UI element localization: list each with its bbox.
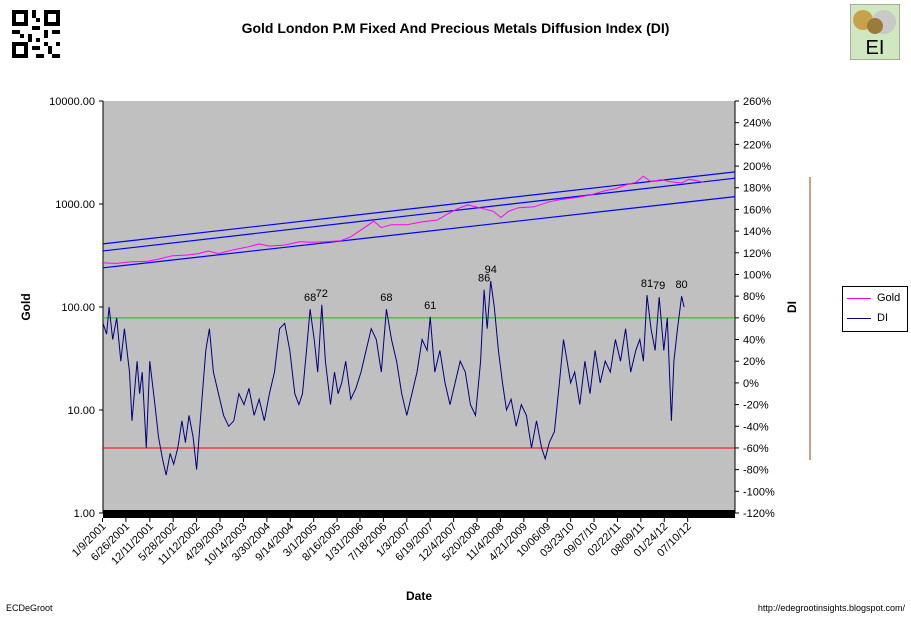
chart-title: Gold London P.M Fixed And Precious Metal…	[241, 20, 670, 36]
legend-swatch-gold	[847, 297, 871, 299]
legend-item-gold: Gold	[847, 291, 900, 305]
peak-label: 86	[478, 273, 490, 285]
left-tick-label: 1000.00	[55, 199, 95, 211]
series-line-di	[102, 280, 685, 476]
left-tick-label: 100.00	[61, 302, 95, 314]
left-tick-label: 1.00	[74, 508, 95, 520]
right-tick-label: 80%	[743, 291, 765, 303]
y-right-label: DI	[785, 301, 799, 313]
legend-label-gold: Gold	[877, 292, 901, 304]
peak-label: 72	[316, 288, 328, 300]
peak-label: 68	[380, 292, 392, 304]
right-tick-label: 260%	[743, 96, 771, 108]
peak-label: 94	[485, 264, 497, 276]
left-tick-label: 10000.00	[49, 96, 95, 108]
x-axis-label: Date	[406, 589, 432, 603]
series-line-gold	[102, 175, 705, 264]
footer-url[interactable]: http://edegrootinsights.blogspot.com/	[757, 603, 905, 613]
peak-label: 61	[424, 300, 436, 312]
plot-floor	[103, 510, 735, 518]
series-lines	[102, 175, 705, 476]
right-tick-label: 220%	[743, 139, 771, 151]
plot-area	[103, 101, 735, 513]
edegroot-insights-logo: EI	[850, 4, 900, 60]
right-tick-label: 240%	[743, 118, 771, 130]
logo-text: EI	[866, 37, 885, 59]
right-tick-label: 40%	[743, 335, 765, 347]
right-tick-label: 20%	[743, 356, 765, 368]
right-tick-label: 140%	[743, 226, 771, 238]
right-tick-label: 200%	[743, 161, 771, 173]
legend: Gold DI	[842, 286, 908, 332]
right-tick-label: -20%	[743, 400, 769, 412]
right-tick-label: 60%	[743, 313, 765, 325]
x-axis-ticks: 1/9/20016/26/200112/11/20015/28/200211/1…	[70, 518, 694, 568]
right-tick-label: -60%	[743, 443, 769, 455]
right-tick-label: -120%	[743, 508, 775, 520]
channel-line	[102, 177, 736, 252]
right-axis-ticks: 260% 240% 220% 200% 180% 160% 140% 120% 100% 80% 6…	[735, 96, 775, 520]
left-tick-label: 10.00	[67, 405, 95, 417]
peak-label: 80	[675, 279, 687, 291]
legend-swatch-di	[847, 317, 871, 319]
reference-lines	[103, 317, 735, 449]
legend-item-di: DI	[847, 311, 888, 325]
footer-author: ECDeGroot	[6, 603, 53, 613]
right-tick-label: 0%	[743, 378, 759, 390]
right-tick-label: 100%	[743, 269, 771, 281]
right-tick-label: -40%	[743, 421, 769, 433]
right-tick-label: 180%	[743, 183, 771, 195]
legend-label-di: DI	[877, 312, 888, 324]
right-tick-label: -80%	[743, 465, 769, 477]
peak-label: 68	[304, 292, 316, 304]
peak-label: 79	[653, 280, 665, 292]
right-tick-label: -100%	[743, 486, 775, 498]
y-left-label: Gold	[19, 293, 33, 320]
peak-label: 81	[641, 278, 653, 290]
left-axis-ticks: 10000.00 1000.00 100.00 10.00 1.00	[49, 96, 103, 520]
channel-line	[102, 195, 736, 269]
right-tick-label: 160%	[743, 204, 771, 216]
right-tick-label: 120%	[743, 248, 771, 260]
qr-code-icon	[12, 10, 60, 58]
